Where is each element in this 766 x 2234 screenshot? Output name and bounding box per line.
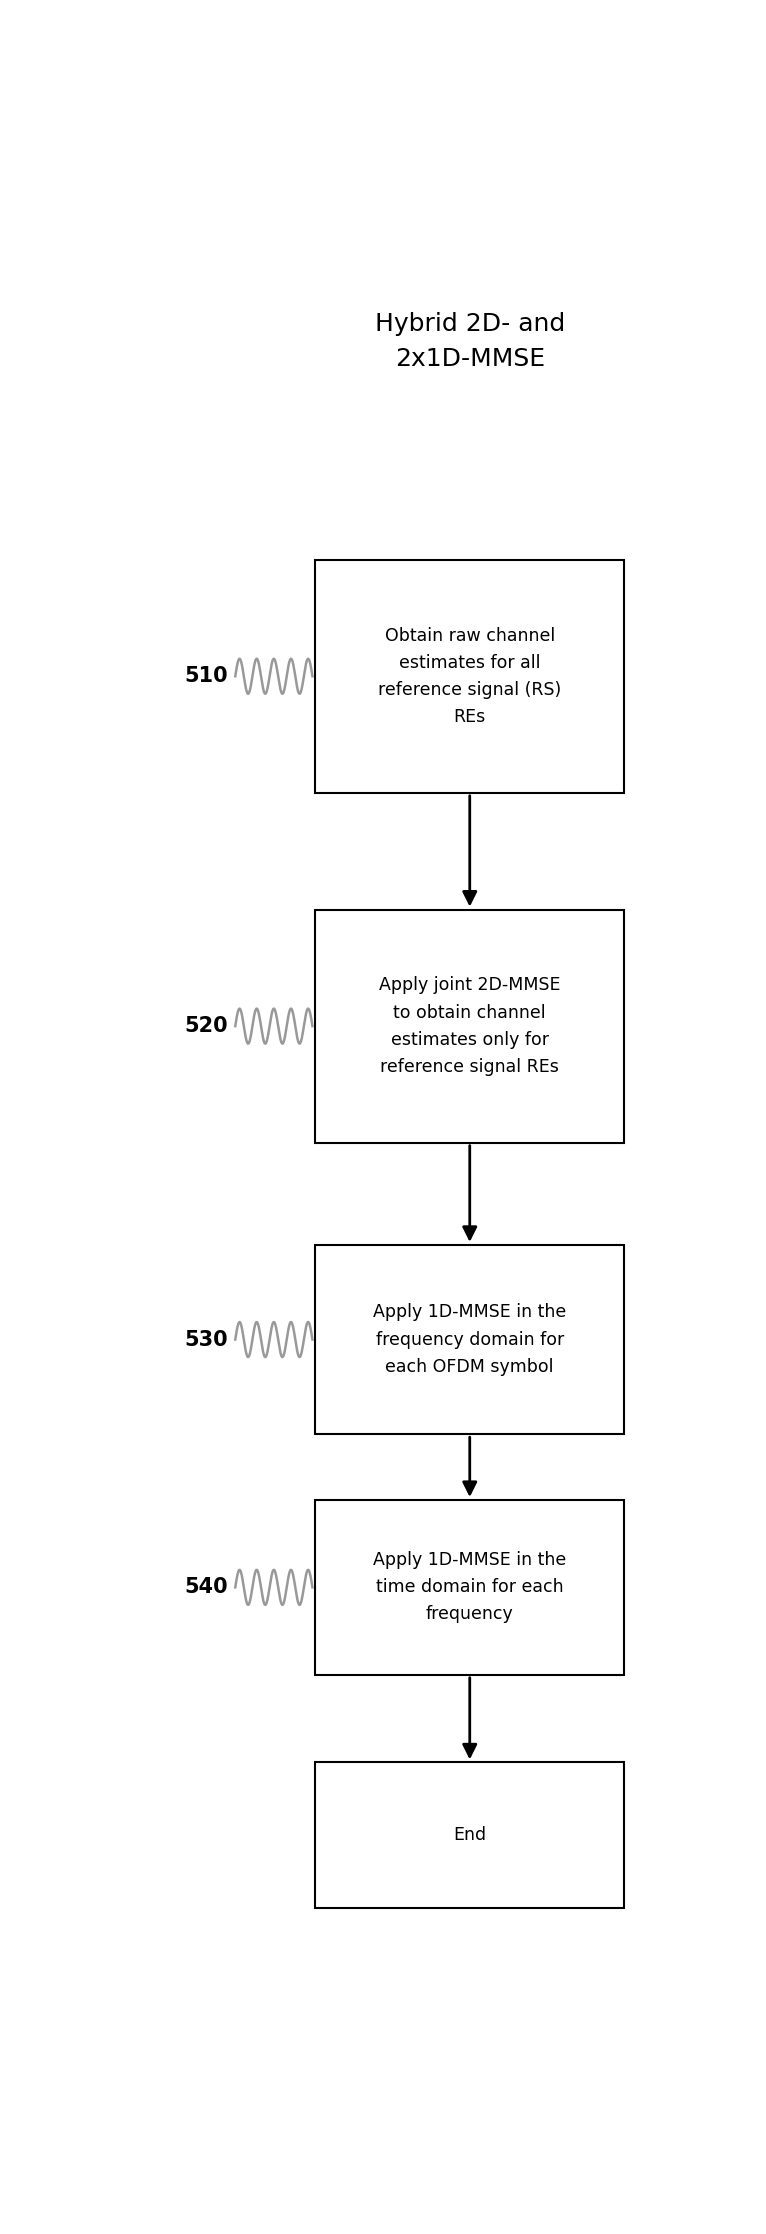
FancyBboxPatch shape [316, 1763, 624, 1908]
FancyBboxPatch shape [316, 561, 624, 793]
FancyBboxPatch shape [316, 909, 624, 1144]
Text: Apply 1D-MMSE in the
frequency domain for
each OFDM symbol: Apply 1D-MMSE in the frequency domain fo… [373, 1302, 566, 1376]
Text: Obtain raw channel
estimates for all
reference signal (RS)
REs: Obtain raw channel estimates for all ref… [378, 626, 561, 726]
Text: 520: 520 [185, 1016, 228, 1037]
Text: End: End [453, 1825, 486, 1845]
Text: 530: 530 [185, 1329, 228, 1349]
FancyBboxPatch shape [316, 1244, 624, 1434]
FancyBboxPatch shape [316, 1499, 624, 1676]
Text: 540: 540 [185, 1577, 228, 1597]
Text: Apply joint 2D-MMSE
to obtain channel
estimates only for
reference signal REs: Apply joint 2D-MMSE to obtain channel es… [379, 976, 561, 1077]
Text: 510: 510 [185, 666, 228, 686]
Text: Hybrid 2D- and
2x1D-MMSE: Hybrid 2D- and 2x1D-MMSE [375, 313, 565, 371]
Text: Apply 1D-MMSE in the
time domain for each
frequency: Apply 1D-MMSE in the time domain for eac… [373, 1550, 566, 1624]
